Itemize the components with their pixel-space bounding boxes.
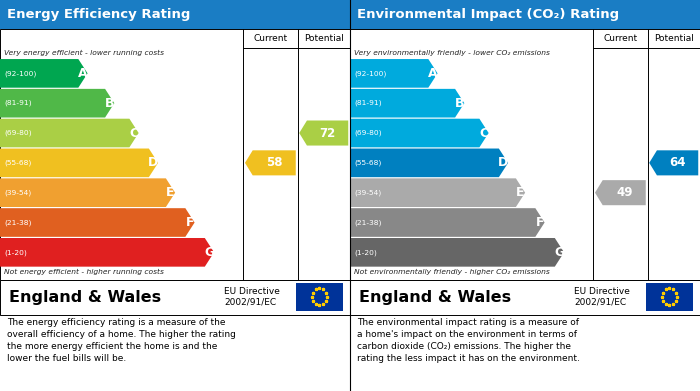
Text: D: D bbox=[498, 156, 509, 169]
Bar bbox=[350, 29, 700, 280]
Text: (92-100): (92-100) bbox=[4, 70, 36, 77]
Polygon shape bbox=[0, 178, 175, 207]
Text: EU Directive
2002/91/EC: EU Directive 2002/91/EC bbox=[224, 287, 280, 307]
Text: Very energy efficient - lower running costs: Very energy efficient - lower running co… bbox=[4, 50, 164, 56]
Text: England & Wales: England & Wales bbox=[358, 290, 511, 305]
Text: E: E bbox=[517, 186, 525, 199]
Text: (55-68): (55-68) bbox=[354, 160, 382, 166]
Text: 64: 64 bbox=[669, 156, 686, 169]
Polygon shape bbox=[0, 119, 139, 147]
Text: (21-38): (21-38) bbox=[4, 219, 32, 226]
Polygon shape bbox=[0, 59, 88, 88]
Text: Current: Current bbox=[253, 34, 288, 43]
Polygon shape bbox=[350, 238, 564, 267]
Text: Current: Current bbox=[603, 34, 638, 43]
Text: EU Directive
2002/91/EC: EU Directive 2002/91/EC bbox=[574, 287, 630, 307]
Polygon shape bbox=[0, 208, 195, 237]
Text: Potential: Potential bbox=[654, 34, 694, 43]
Bar bbox=[0, 0, 350, 29]
Polygon shape bbox=[350, 119, 489, 147]
Text: B: B bbox=[105, 97, 115, 110]
Text: (55-68): (55-68) bbox=[4, 160, 32, 166]
Polygon shape bbox=[350, 59, 438, 88]
Text: The energy efficiency rating is a measure of the
overall efficiency of a home. T: The energy efficiency rating is a measur… bbox=[7, 318, 236, 363]
Polygon shape bbox=[350, 89, 464, 118]
Polygon shape bbox=[0, 89, 114, 118]
Text: (69-80): (69-80) bbox=[4, 130, 32, 136]
Polygon shape bbox=[0, 149, 158, 177]
Polygon shape bbox=[350, 178, 525, 207]
Text: (39-54): (39-54) bbox=[354, 189, 382, 196]
Text: C: C bbox=[130, 127, 139, 140]
Text: (81-91): (81-91) bbox=[4, 100, 32, 106]
Text: A: A bbox=[78, 67, 88, 80]
Bar bbox=[0, 280, 350, 315]
Text: The environmental impact rating is a measure of
a home's impact on the environme: The environmental impact rating is a mea… bbox=[357, 318, 580, 363]
Polygon shape bbox=[650, 150, 699, 176]
Bar bbox=[350, 0, 700, 29]
Text: (69-80): (69-80) bbox=[354, 130, 382, 136]
Bar bbox=[645, 283, 693, 311]
Text: G: G bbox=[554, 246, 565, 259]
Text: (39-54): (39-54) bbox=[4, 189, 32, 196]
Text: 58: 58 bbox=[266, 156, 283, 169]
Text: B: B bbox=[455, 97, 465, 110]
Text: (81-91): (81-91) bbox=[354, 100, 382, 106]
Text: 72: 72 bbox=[319, 127, 336, 140]
Text: Environmental Impact (CO₂) Rating: Environmental Impact (CO₂) Rating bbox=[357, 8, 619, 21]
Text: (21-38): (21-38) bbox=[354, 219, 382, 226]
Text: Not environmentally friendly - higher CO₂ emissions: Not environmentally friendly - higher CO… bbox=[354, 269, 550, 275]
Text: (1-20): (1-20) bbox=[354, 249, 377, 256]
Text: G: G bbox=[204, 246, 215, 259]
Text: (1-20): (1-20) bbox=[4, 249, 27, 256]
Text: (92-100): (92-100) bbox=[354, 70, 386, 77]
Polygon shape bbox=[300, 120, 349, 145]
Text: A: A bbox=[428, 67, 438, 80]
Polygon shape bbox=[245, 150, 295, 176]
Text: F: F bbox=[536, 216, 544, 229]
Text: D: D bbox=[148, 156, 159, 169]
Text: Very environmentally friendly - lower CO₂ emissions: Very environmentally friendly - lower CO… bbox=[354, 50, 550, 56]
Text: Potential: Potential bbox=[304, 34, 344, 43]
Text: 49: 49 bbox=[616, 186, 633, 199]
Text: E: E bbox=[167, 186, 175, 199]
Bar bbox=[295, 283, 343, 311]
Bar bbox=[350, 280, 700, 315]
Text: Not energy efficient - higher running costs: Not energy efficient - higher running co… bbox=[4, 269, 163, 275]
Polygon shape bbox=[595, 180, 645, 205]
Polygon shape bbox=[350, 208, 545, 237]
Text: C: C bbox=[480, 127, 489, 140]
Bar bbox=[0, 29, 350, 280]
Polygon shape bbox=[350, 149, 508, 177]
Text: England & Wales: England & Wales bbox=[8, 290, 161, 305]
Polygon shape bbox=[0, 238, 214, 267]
Text: Energy Efficiency Rating: Energy Efficiency Rating bbox=[7, 8, 190, 21]
Text: F: F bbox=[186, 216, 194, 229]
